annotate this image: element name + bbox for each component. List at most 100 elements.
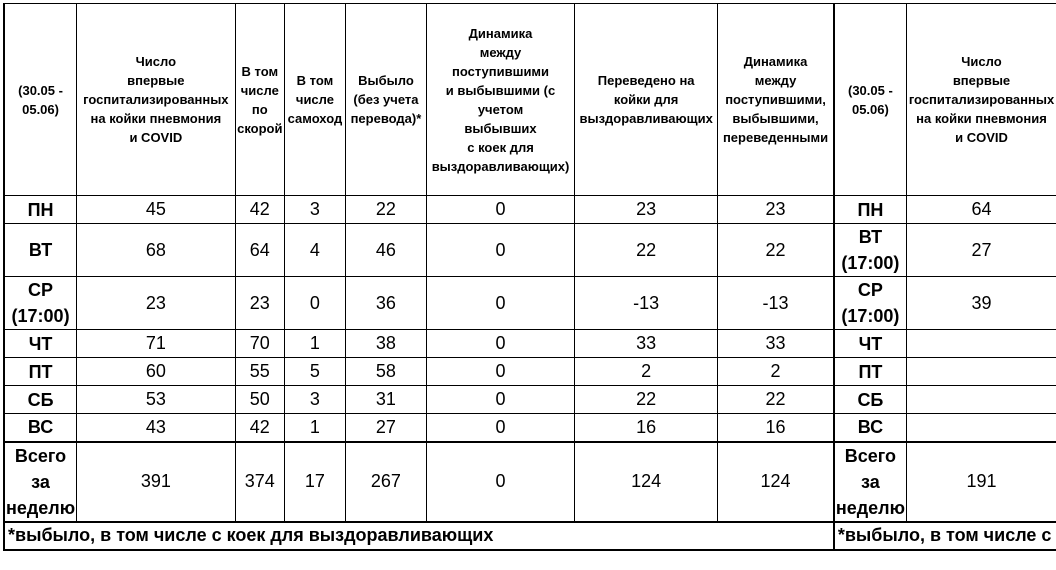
hospitalized-header-2[interactable]: Число впервые госпитализированных на койки … [905, 3, 1056, 196]
hospitalized-cell[interactable]: 68 [76, 223, 236, 277]
day-cell-2[interactable]: ПТ [832, 357, 907, 386]
self-arrival-header-line: В том [296, 73, 334, 88]
discharged-cell[interactable]: 58 [344, 357, 427, 386]
day-cell-2[interactable]: ВТ (17:00) [832, 223, 907, 277]
dynamics-header[interactable]: Динамика между поступившими и выбывшими (с у… [425, 3, 576, 196]
dynamics-transferred-cell[interactable]: 124 [717, 440, 835, 522]
hospitalized-cell-2[interactable]: 39 [905, 276, 1056, 330]
hospitalized-cell[interactable]: 71 [76, 329, 236, 358]
self-arrival-cell[interactable]: 1 [283, 413, 346, 442]
table-row: ЧТ 71 70 1 38 0 33 33 ЧТ [3, 329, 1056, 358]
dynamics-transferred-cell[interactable]: 16 [717, 413, 835, 442]
dynamics-transferred-cell[interactable]: 2 [717, 357, 835, 386]
day-cell[interactable]: ПН [3, 195, 78, 224]
day-cell[interactable]: ПТ [3, 357, 78, 386]
hospitalized-cell-2[interactable] [905, 329, 1056, 358]
transferred-cell[interactable]: -13 [574, 276, 719, 330]
hospitalized-cell-2[interactable] [905, 357, 1056, 386]
day-cell-line: СР [28, 280, 54, 300]
transferred-cell[interactable]: 23 [574, 195, 719, 224]
hospitalized-cell-2[interactable]: 27 [905, 223, 1056, 277]
dynamics-cell[interactable]: 0 [425, 385, 576, 414]
ambulance-header[interactable]: В том числе по скорой [234, 3, 285, 196]
dynamics-cell[interactable]: 0 [425, 413, 576, 442]
day-cell[interactable]: СБ [3, 385, 78, 414]
day-cell-2[interactable]: ВС [832, 413, 907, 442]
transferred-cell[interactable]: 2 [574, 357, 719, 386]
dynamics-cell[interactable]: 0 [425, 276, 576, 330]
hospitalized-cell[interactable]: 60 [76, 357, 236, 386]
dynamics-transferred-cell[interactable]: 22 [717, 223, 835, 277]
day-cell[interactable]: Всего за неделю [3, 440, 78, 522]
discharged-cell[interactable]: 267 [344, 440, 427, 522]
hospitalized-cell-2[interactable] [905, 413, 1056, 442]
dynamics-transferred-cell[interactable]: 22 [717, 385, 835, 414]
day-cell-2[interactable]: ПН [832, 195, 907, 224]
discharged-cell[interactable]: 36 [344, 276, 427, 330]
self-arrival-cell[interactable]: 1 [283, 329, 346, 358]
transferred-cell[interactable]: 22 [574, 385, 719, 414]
ambulance-cell[interactable]: 55 [234, 357, 285, 386]
dynamics-cell[interactable]: 0 [425, 357, 576, 386]
transferred-cell[interactable]: 22 [574, 223, 719, 277]
ambulance-cell[interactable]: 70 [234, 329, 285, 358]
ambulance-cell[interactable]: 64 [234, 223, 285, 277]
hospitalized-cell[interactable]: 43 [76, 413, 236, 442]
day-cell[interactable]: ВС [3, 413, 78, 442]
day-cell[interactable]: ЧТ [3, 329, 78, 358]
day-cell[interactable]: ВТ [3, 223, 78, 277]
hospitalized-cell[interactable]: 391 [76, 440, 236, 522]
period-header[interactable]: (30.05 - 05.06) [3, 3, 78, 196]
discharged-cell[interactable]: 46 [344, 223, 427, 277]
self-arrival-cell[interactable]: 5 [283, 357, 346, 386]
day-cell[interactable]: СР (17:00) [3, 276, 78, 330]
dynamics-cell[interactable]: 0 [425, 223, 576, 277]
ambulance-cell[interactable]: 42 [234, 195, 285, 224]
day-cell-2[interactable]: СБ [832, 385, 907, 414]
day-cell-2-line: неделю [835, 497, 905, 518]
hospitalized-header-line: на койки пневмония [90, 111, 222, 126]
day-cell-2[interactable]: ЧТ [832, 329, 907, 358]
discharged-cell[interactable]: 38 [344, 329, 427, 358]
table-row: ВТ 68 64 4 46 0 22 22 ВТ (17:00) 27 [3, 223, 1056, 277]
hospitalized-cell-2[interactable]: 191 [905, 440, 1056, 522]
self-arrival-cell[interactable]: 17 [283, 440, 346, 522]
self-arrival-cell[interactable]: 0 [283, 276, 346, 330]
discharged-cell[interactable]: 31 [344, 385, 427, 414]
dynamics-transferred-header[interactable]: Динамика между поступившими, выбывшими, пере… [717, 3, 835, 196]
dynamics-transferred-cell[interactable]: 23 [717, 195, 835, 224]
footnote-2[interactable]: *выбыло, в том числе с [832, 520, 1056, 551]
dynamics-transferred-cell[interactable]: -13 [717, 276, 835, 330]
hospitalized-cell[interactable]: 53 [76, 385, 236, 414]
discharged-cell[interactable]: 22 [344, 195, 427, 224]
day-cell-2[interactable]: СР (17:00) [832, 276, 907, 330]
dynamics-cell[interactable]: 0 [425, 329, 576, 358]
self-arrival-header[interactable]: В том числе самоход [283, 3, 346, 196]
ambulance-cell[interactable]: 23 [234, 276, 285, 330]
hospitalized-cell[interactable]: 23 [76, 276, 236, 330]
ambulance-cell[interactable]: 50 [234, 385, 285, 414]
hospitalized-cell[interactable]: 45 [76, 195, 236, 224]
transferred-cell[interactable]: 33 [574, 329, 719, 358]
ambulance-cell[interactable]: 374 [234, 440, 285, 522]
self-arrival-cell[interactable]: 4 [283, 223, 346, 277]
dynamics-cell[interactable]: 0 [425, 440, 576, 522]
self-arrival-cell[interactable]: 3 [283, 195, 346, 224]
dynamics-cell[interactable]: 0 [425, 195, 576, 224]
period-header-2[interactable]: (30.05 - 05.06) [832, 3, 907, 196]
dynamics-header-line: выбывших [464, 120, 537, 136]
transferred-cell[interactable]: 124 [574, 440, 719, 522]
dynamics-transferred-cell[interactable]: 33 [717, 329, 835, 358]
discharged-header[interactable]: Выбыло (без учета перевода)* [344, 3, 427, 196]
day-cell-2[interactable]: Всего за неделю [832, 440, 907, 522]
hospitalized-header[interactable]: Число впервые госпитализированных на койки … [76, 3, 236, 196]
transferred-cell[interactable]: 16 [574, 413, 719, 442]
ambulance-cell[interactable]: 42 [234, 413, 285, 442]
footnote[interactable]: *выбыло, в том числе с коек для выздорав… [3, 520, 835, 551]
discharged-cell[interactable]: 27 [344, 413, 427, 442]
discharged-header-line: (без учета [353, 92, 419, 107]
transferred-header[interactable]: Переведено на койки для выздоравливающих [574, 3, 719, 196]
self-arrival-cell[interactable]: 3 [283, 385, 346, 414]
hospitalized-cell-2[interactable] [905, 385, 1056, 414]
hospitalized-cell-2[interactable]: 64 [905, 195, 1056, 224]
